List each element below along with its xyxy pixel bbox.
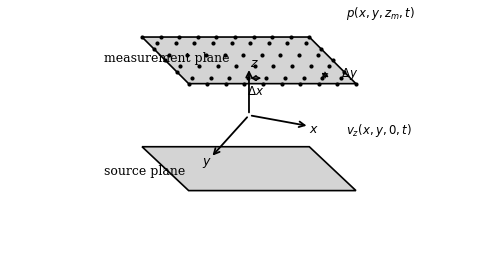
Point xyxy=(250,35,258,39)
Point xyxy=(232,64,240,68)
Text: measurement plane: measurement plane xyxy=(104,52,229,65)
Point xyxy=(318,76,326,80)
Point xyxy=(246,41,254,45)
Point xyxy=(259,81,267,86)
Point xyxy=(212,35,220,39)
Point xyxy=(288,64,296,68)
Text: $p(x, y, z_m, t)$: $p(x, y, z_m, t)$ xyxy=(346,5,415,22)
Point xyxy=(153,41,161,45)
Point xyxy=(165,52,173,57)
Point xyxy=(172,41,180,45)
Point xyxy=(269,64,277,68)
Point xyxy=(329,58,337,63)
Point xyxy=(283,41,291,45)
Point xyxy=(204,81,211,86)
Point xyxy=(188,76,196,80)
Point xyxy=(221,52,228,57)
Polygon shape xyxy=(142,147,356,191)
Polygon shape xyxy=(142,37,356,84)
Point xyxy=(314,52,321,57)
Point xyxy=(190,41,198,45)
Point xyxy=(162,58,169,63)
Point xyxy=(296,81,304,86)
Point xyxy=(173,70,181,74)
Text: $v_z(x, y, 0, t)$: $v_z(x, y, 0, t)$ xyxy=(346,122,412,139)
Point xyxy=(265,41,273,45)
Point xyxy=(295,52,303,57)
Point xyxy=(305,35,313,39)
Point xyxy=(251,64,259,68)
Point xyxy=(194,35,202,39)
Point xyxy=(175,35,183,39)
Point xyxy=(214,64,222,68)
Point xyxy=(334,81,341,86)
Point xyxy=(244,76,252,80)
Point xyxy=(287,35,295,39)
Point xyxy=(277,52,284,57)
Point xyxy=(325,64,333,68)
Point xyxy=(337,76,345,80)
Point xyxy=(302,41,310,45)
Point xyxy=(340,70,348,74)
Text: $\Delta y$: $\Delta y$ xyxy=(341,66,358,82)
Point xyxy=(268,35,276,39)
Point xyxy=(138,35,146,39)
Point xyxy=(315,81,323,86)
Point xyxy=(262,76,270,80)
Point xyxy=(278,81,285,86)
Point xyxy=(185,81,192,86)
Point xyxy=(157,35,165,39)
Point xyxy=(281,76,289,80)
Point xyxy=(258,52,265,57)
Point xyxy=(222,81,230,86)
Point xyxy=(231,35,239,39)
Point xyxy=(150,47,158,51)
Point xyxy=(209,41,217,45)
Text: $\Delta x$: $\Delta x$ xyxy=(247,85,264,98)
Point xyxy=(352,81,360,86)
Point xyxy=(307,64,315,68)
Text: $x$: $x$ xyxy=(309,123,319,136)
Point xyxy=(207,76,215,80)
Point xyxy=(227,41,235,45)
Text: $z$: $z$ xyxy=(249,57,258,70)
Point xyxy=(184,52,191,57)
Point xyxy=(317,47,325,51)
Point xyxy=(225,76,233,80)
Point xyxy=(202,52,210,57)
Text: source plane: source plane xyxy=(104,165,185,178)
Point xyxy=(300,76,307,80)
Text: $y$: $y$ xyxy=(203,156,212,170)
Point xyxy=(177,64,185,68)
Point xyxy=(195,64,203,68)
Point xyxy=(241,81,248,86)
Point xyxy=(239,52,247,57)
